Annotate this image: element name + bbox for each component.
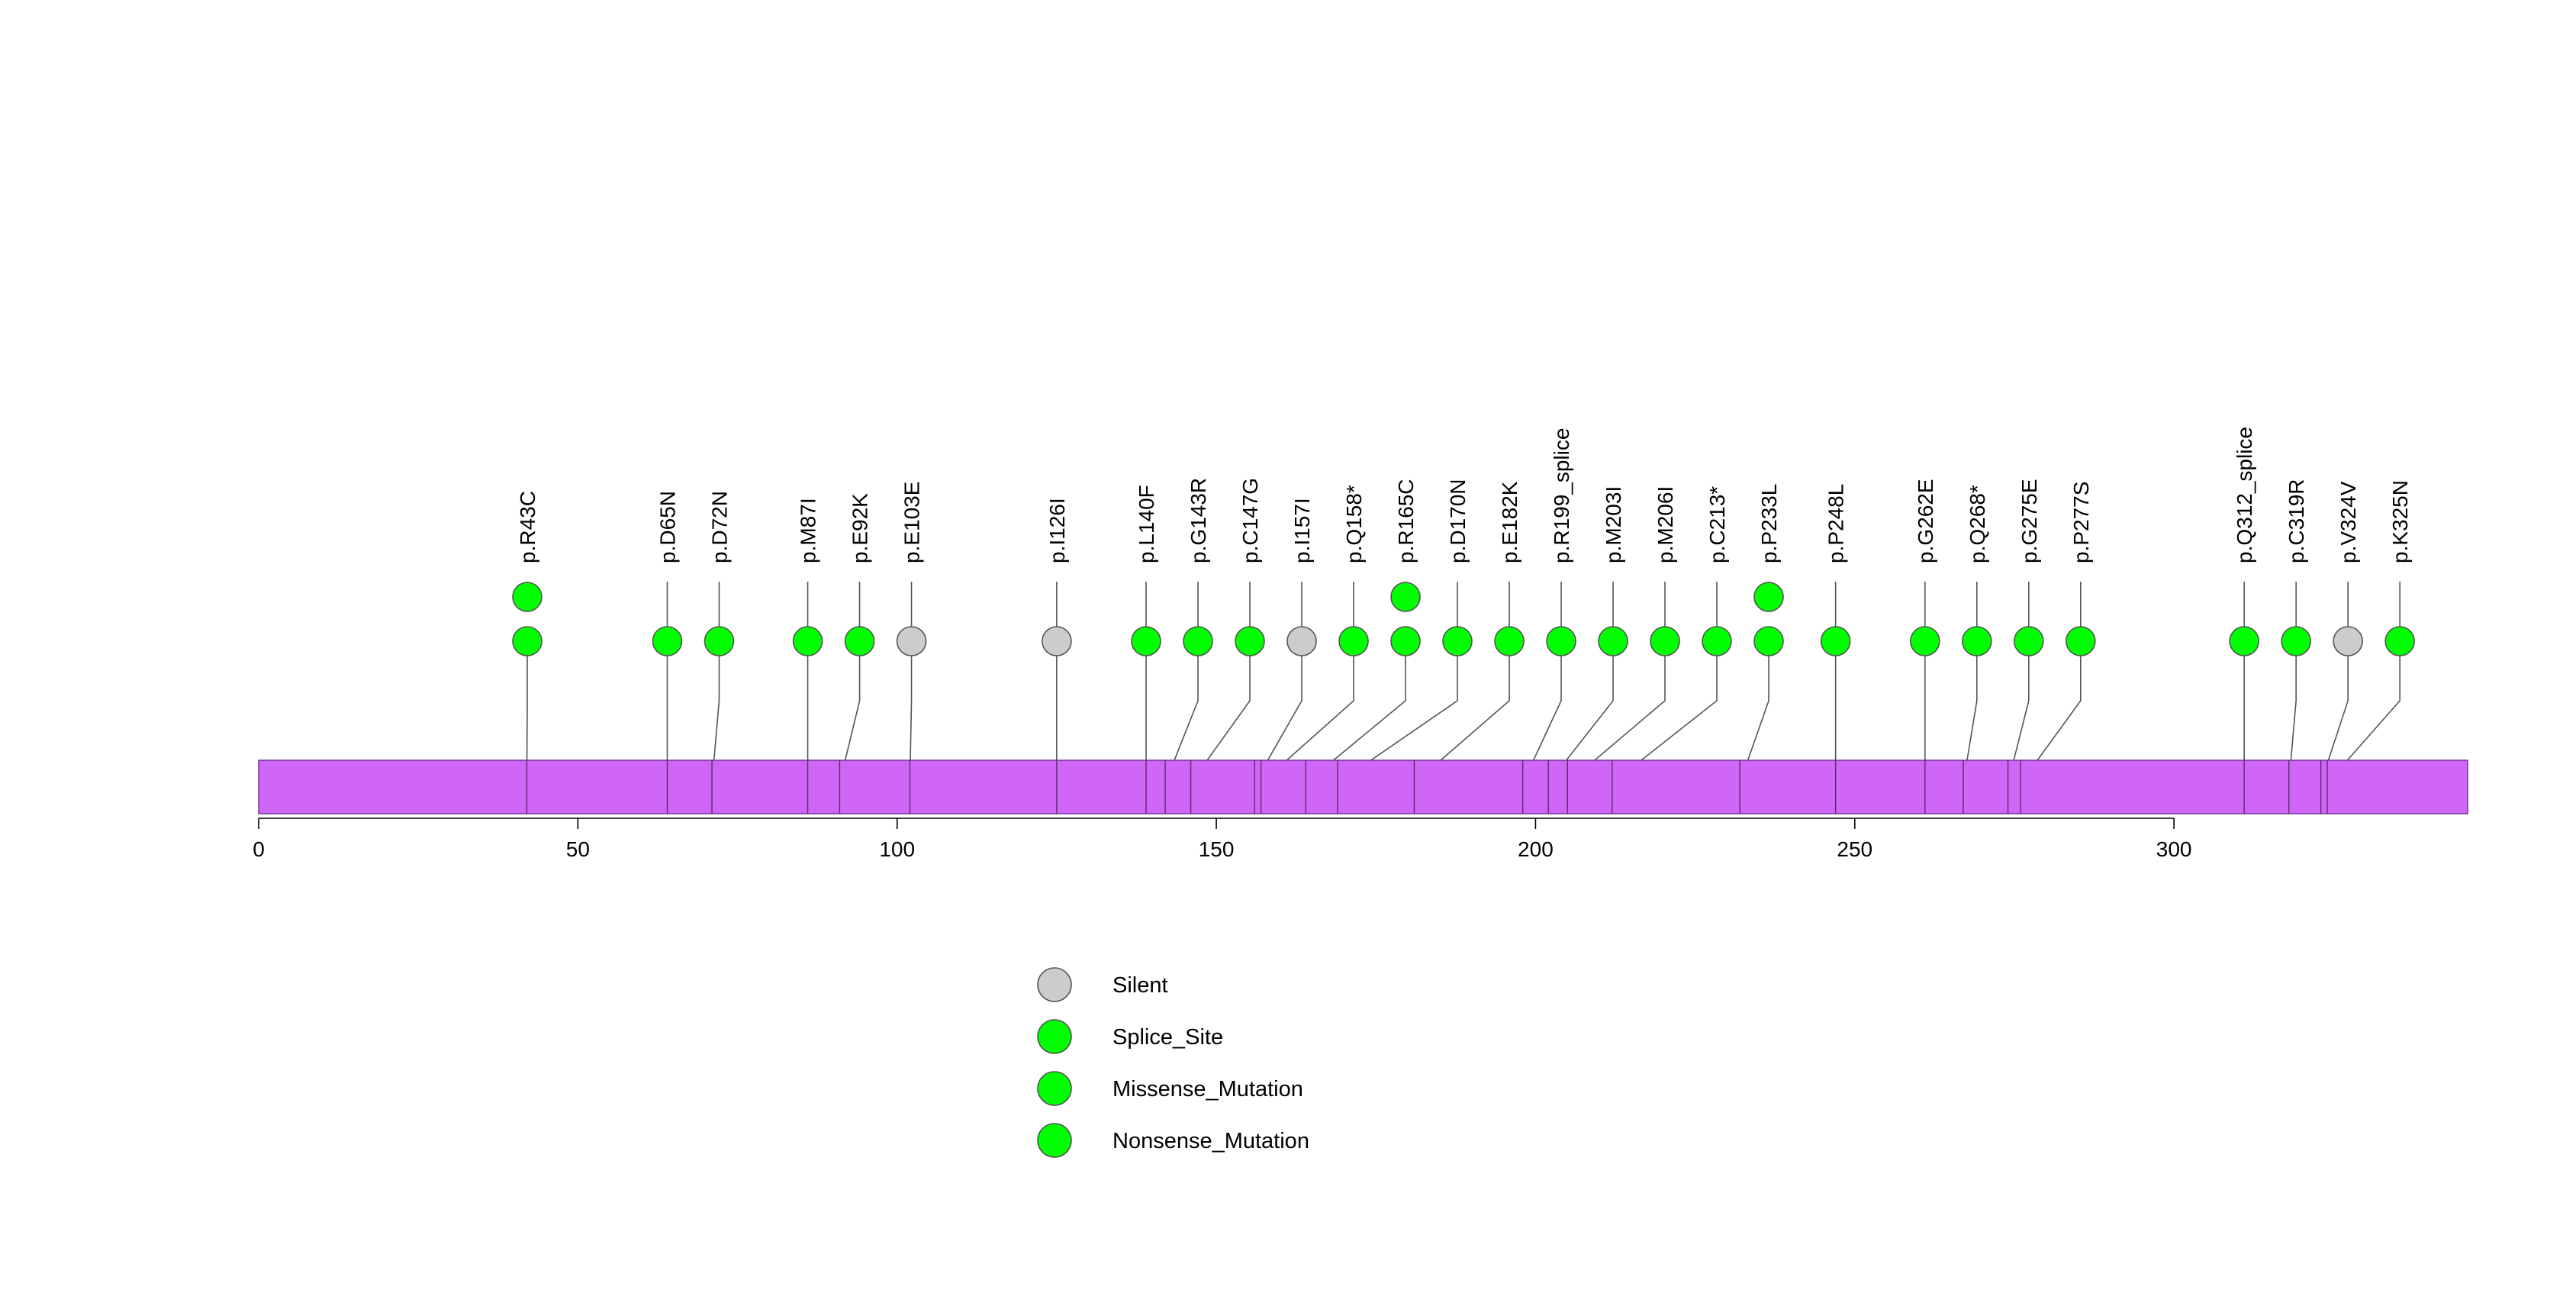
x-tick-label: 50: [566, 837, 590, 861]
mutation-head-e182k: [1494, 626, 1525, 656]
mutation-head-r199-splice: [1546, 626, 1576, 656]
legend-label-silent: Silent: [1113, 973, 1168, 998]
legend-label-nonsense-mutation: Nonsense_Mutation: [1113, 1129, 1309, 1153]
mutation-label-e182k: p.E182K: [1498, 481, 1521, 563]
x-tick-label: 250: [1837, 837, 1872, 861]
mutation-head-g143r: [1183, 626, 1213, 656]
legend-swatch-splice-site: [1037, 1019, 1072, 1054]
mutation-head-p233l: [1753, 626, 1784, 656]
mutation-head-i126i: [1042, 626, 1072, 656]
mutation-label-g262e: p.G262E: [1914, 479, 1937, 563]
x-tick-label: 100: [879, 837, 915, 861]
mutation-label-e103e: p.E103E: [900, 482, 924, 563]
mutation-label-r199-splice: p.R199_splice: [1550, 428, 1573, 563]
mutation-label-p233l: p.P233L: [1757, 484, 1781, 563]
mutation-head-q158-: [1338, 626, 1369, 656]
legend: Silent Splice_Site Missense_Mutation Nonsen…: [1037, 967, 1309, 1158]
mutation-head-r43c: [512, 582, 543, 612]
mutation-label-e92k: p.E92K: [848, 493, 872, 563]
mutation-label-g275e: p.G275E: [2017, 479, 2041, 563]
mutation-head-c319r: [2281, 626, 2311, 656]
mutation-label-i157i: p.I157I: [1290, 498, 1314, 563]
mutation-label-m206i: p.M206I: [1653, 486, 1677, 563]
mutation-head-c213-: [1702, 626, 1732, 656]
legend-label-missense-mutation: Missense_Mutation: [1113, 1077, 1303, 1101]
mutation-label-c213-: p.C213*: [1705, 486, 1729, 563]
x-axis: 0 50 100 150 200 250 300: [253, 818, 2191, 861]
mutation-head-c147g: [1235, 626, 1265, 656]
mutation-label-i126i: p.I126I: [1045, 498, 1069, 563]
mutation-head-m203i: [1598, 626, 1628, 656]
mutation-head-r165c: [1390, 582, 1421, 612]
x-tick-label: 0: [253, 837, 265, 861]
mutation-head-q268-: [1962, 626, 1992, 656]
mutation-head-d65n: [652, 626, 683, 656]
mutation-head-p248l: [1820, 626, 1851, 656]
mutation-label-r43c: p.R43C: [516, 491, 539, 563]
mutation-head-i157i: [1286, 626, 1317, 656]
x-tick-label: 200: [1518, 837, 1554, 861]
mutation-label-p277s: p.P277S: [2069, 482, 2093, 563]
mutation-head-r43c: [512, 626, 543, 656]
mutation-label-m87i: p.M87I: [797, 498, 820, 563]
mutation-label-q268-: p.Q268*: [1966, 485, 1989, 563]
mutation-head-l140f: [1131, 626, 1161, 656]
mutation-head-d72n: [704, 626, 735, 656]
mutation-label-c147g: p.C147G: [1238, 478, 1262, 563]
mutation-head-k325n: [2384, 626, 2415, 656]
mutation-label-d170n: p.D170N: [1446, 479, 1470, 563]
protein-bar: [258, 759, 2468, 814]
mutation-label-r165c: p.R165C: [1394, 479, 1418, 563]
mutation-head-m206i: [1650, 626, 1680, 656]
mutation-head-m87i: [792, 626, 823, 656]
protein-domain: [258, 759, 2468, 814]
mutation-label-q312-splice: p.Q312_splice: [2233, 427, 2256, 563]
mutation-head-p277s: [2066, 626, 2096, 656]
mutation-heads: [512, 582, 2415, 656]
mutation-head-p233l: [1753, 582, 1784, 612]
x-tick-label: 300: [2156, 837, 2192, 861]
mutation-head-r165c: [1390, 626, 1421, 656]
mutation-label-v324v: p.V324V: [2336, 481, 2360, 563]
mutation-label-l140f: p.L140F: [1135, 485, 1158, 563]
mutation-head-e103e: [896, 626, 927, 656]
mutation-label-m203i: p.M203I: [1602, 486, 1625, 563]
mutation-label-k325n: p.K325N: [2388, 480, 2412, 563]
mutation-head-d170n: [1442, 626, 1473, 656]
mutation-head-q312-splice: [2229, 626, 2259, 656]
mutation-label-q158-: p.Q158*: [1342, 485, 1366, 563]
mutation-head-e92k: [844, 626, 875, 656]
x-tick-label: 150: [1199, 837, 1235, 861]
mutation-head-g275e: [2014, 626, 2044, 656]
legend-swatch-missense-mutation: [1037, 1071, 1072, 1106]
mutation-label-p248l: p.P248L: [1824, 484, 1848, 563]
mutation-label-c319r: p.C319R: [2285, 479, 2308, 563]
legend-label-splice-site: Splice_Site: [1113, 1025, 1223, 1050]
mutation-label-d72n: p.D72N: [707, 491, 731, 563]
mutation-head-g262e: [1910, 626, 1940, 656]
mutation-label-d65n: p.D65N: [655, 491, 679, 563]
mutation-label-g143r: p.G143R: [1187, 478, 1210, 563]
legend-swatch-silent: [1037, 967, 1072, 1002]
mutation-head-v324v: [2333, 626, 2363, 656]
legend-swatch-nonsense-mutation: [1037, 1123, 1072, 1158]
mutation-labels: p.R43C p.D65N p.D72N p.M87I p.E92K p.E103E p.I…: [516, 427, 2412, 563]
